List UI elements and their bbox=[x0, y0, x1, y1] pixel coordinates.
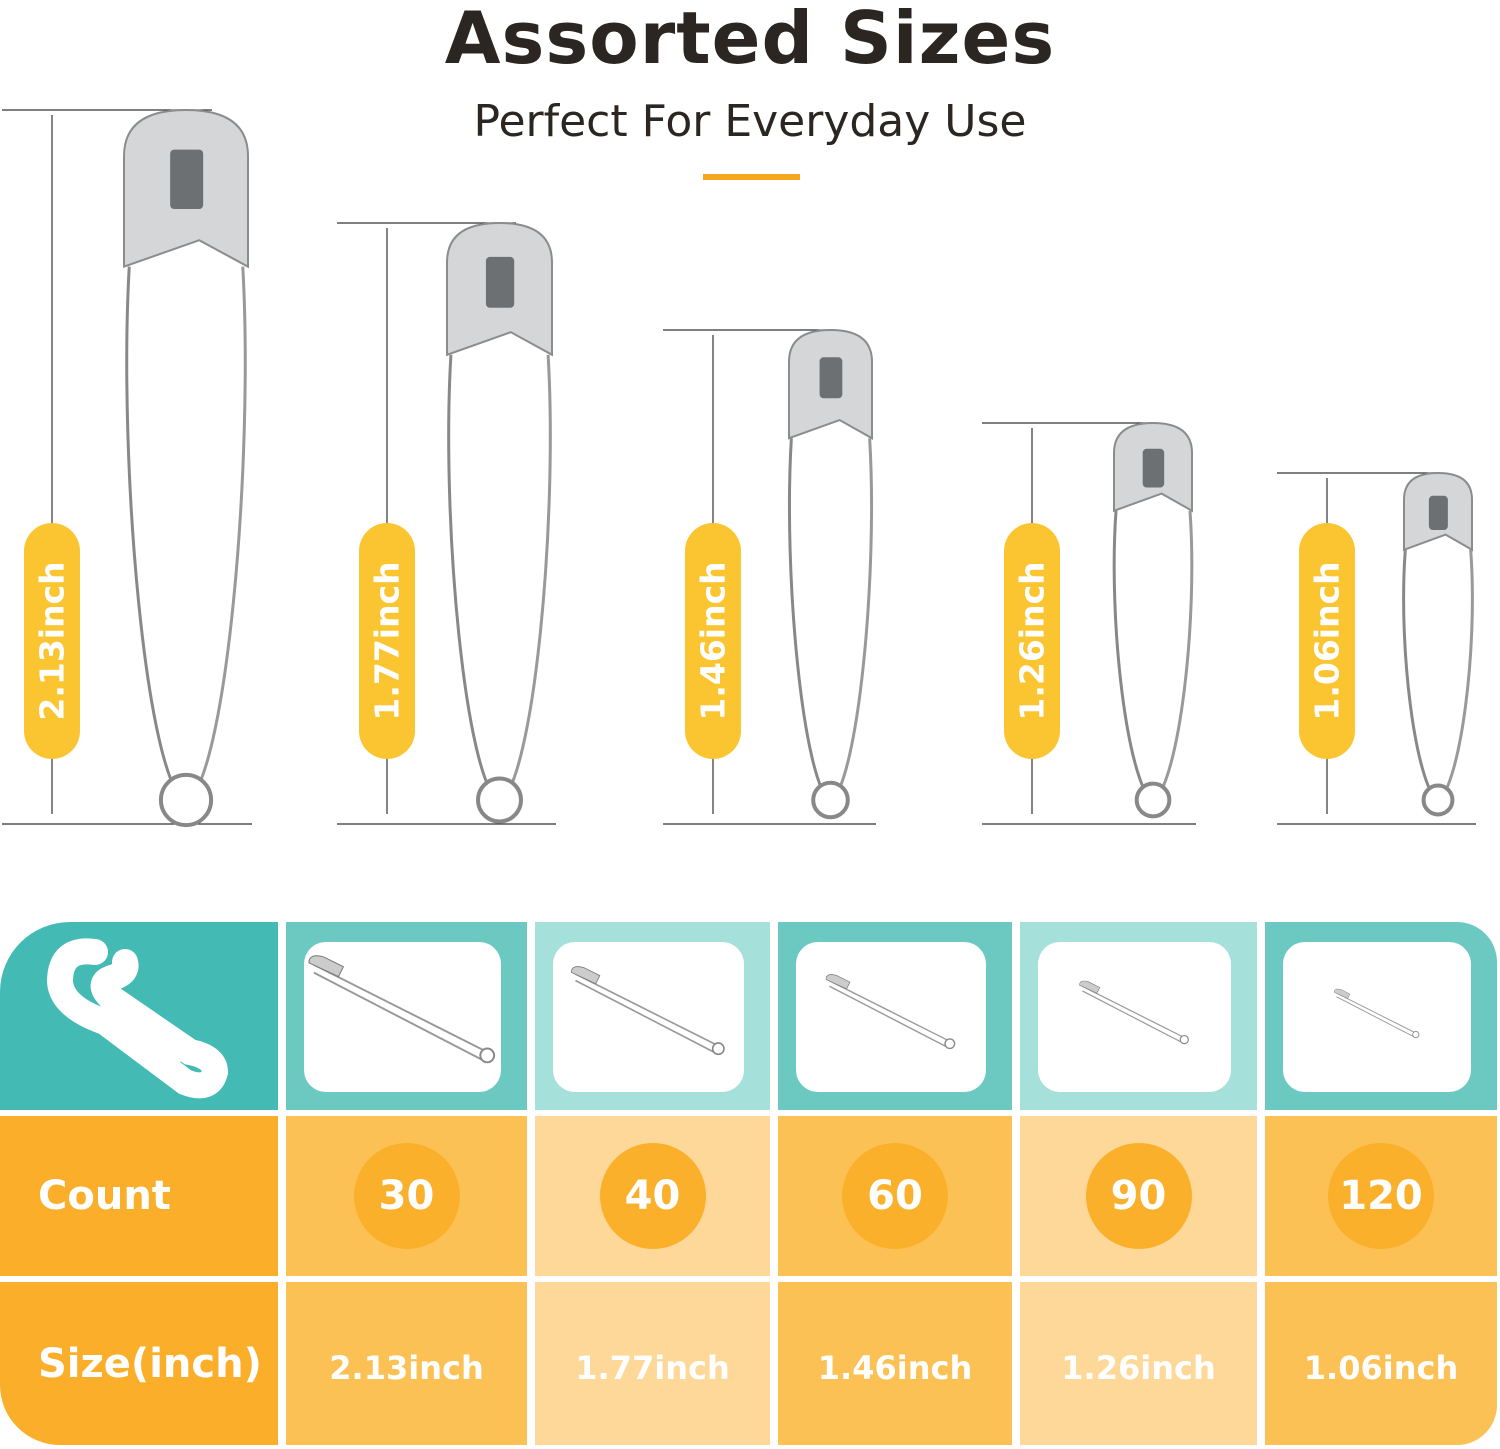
count-badge: 60 bbox=[842, 1143, 948, 1249]
count-row-label: Count bbox=[0, 1116, 278, 1276]
count-badge: 30 bbox=[353, 1143, 460, 1249]
header-icon-cell bbox=[0, 922, 278, 1110]
pin-coil bbox=[476, 776, 523, 824]
pin-head-slot bbox=[819, 357, 843, 399]
size-pill-label: 2.13inch bbox=[32, 561, 72, 721]
size-pill: 1.26inch bbox=[1004, 523, 1060, 759]
pin-size-illustration bbox=[2, 108, 1476, 828]
pin-head-slot bbox=[1142, 448, 1165, 488]
count-badge: 120 bbox=[1328, 1143, 1434, 1249]
pin-coil bbox=[811, 780, 850, 820]
size-pill: 1.46inch bbox=[685, 523, 741, 759]
pin-wire-left bbox=[1402, 549, 1440, 804]
accent-divider bbox=[703, 174, 800, 180]
count-cell: 60 bbox=[778, 1116, 1012, 1276]
pin-wire-left bbox=[125, 266, 187, 804]
pin-thumbnail bbox=[1283, 942, 1471, 1092]
size-pill-label: 1.46inch bbox=[693, 561, 733, 721]
size-value: 1.77inch bbox=[575, 1348, 730, 1387]
size-pill-label: 1.26inch bbox=[1012, 561, 1052, 721]
pin-wire-right bbox=[829, 438, 874, 804]
pin-wire-left bbox=[1112, 510, 1155, 804]
pin-head-slot bbox=[485, 256, 515, 308]
pin-thumbnail-cell bbox=[778, 922, 1012, 1110]
size-value: 1.06inch bbox=[1303, 1348, 1459, 1387]
pin-thumbnail-cell bbox=[1020, 922, 1257, 1110]
size-cell: 1.77inch bbox=[535, 1282, 770, 1445]
size-cell: 2.13inch bbox=[286, 1282, 527, 1445]
size-pill-label: 1.06inch bbox=[1307, 561, 1347, 721]
pin-thumbnail-cell bbox=[535, 922, 770, 1110]
count-badge: 90 bbox=[1085, 1143, 1192, 1249]
size-pill: 1.06inch bbox=[1299, 523, 1355, 759]
pin-thumbnail bbox=[304, 942, 501, 1092]
size-label: Size(inch) bbox=[38, 1340, 262, 1387]
pin-coil bbox=[158, 772, 214, 828]
count-cell: 120 bbox=[1265, 1116, 1497, 1276]
pin-thumbnail-cell bbox=[286, 922, 527, 1110]
pin-coil bbox=[1134, 781, 1172, 819]
size-value: 2.13inch bbox=[329, 1348, 484, 1387]
size-pill: 1.77inch bbox=[359, 523, 415, 759]
pin-thumbnail bbox=[1038, 942, 1231, 1092]
pin-wire-right bbox=[1151, 510, 1194, 804]
safety-pin-icon bbox=[46, 938, 229, 1099]
size-cell: 1.26inch bbox=[1020, 1282, 1257, 1445]
pin-wire-left bbox=[787, 438, 832, 804]
pin-head-slot bbox=[1428, 495, 1448, 530]
size-cell: 1.06inch bbox=[1265, 1282, 1497, 1445]
size-row-label: Size(inch) bbox=[0, 1282, 278, 1445]
count-cell: 40 bbox=[535, 1116, 770, 1276]
pin-thumbnail bbox=[553, 942, 744, 1092]
pin-wire-right bbox=[1436, 549, 1474, 804]
pin-coil bbox=[1421, 783, 1455, 817]
count-label: Count bbox=[38, 1173, 171, 1219]
pin-wire-left bbox=[447, 354, 501, 804]
pin-thumbnail bbox=[796, 942, 986, 1092]
pin-wire-right bbox=[498, 354, 552, 804]
size-pill: 2.13inch bbox=[24, 523, 80, 759]
size-cell: 1.46inch bbox=[778, 1282, 1012, 1445]
pin-head-slot bbox=[170, 149, 204, 209]
size-value: 1.46inch bbox=[817, 1348, 973, 1387]
count-cell: 30 bbox=[286, 1116, 527, 1276]
pin-thumbnail-cell bbox=[1265, 922, 1497, 1110]
size-pill-label: 1.77inch bbox=[367, 561, 407, 721]
page-title: Assorted Sizes bbox=[444, 0, 1056, 80]
page-subtitle: Perfect For Everyday Use bbox=[473, 96, 1027, 147]
count-cell: 90 bbox=[1020, 1116, 1257, 1276]
count-badge: 40 bbox=[599, 1143, 706, 1249]
pin-wire-right bbox=[185, 266, 247, 804]
size-value: 1.26inch bbox=[1061, 1348, 1216, 1387]
